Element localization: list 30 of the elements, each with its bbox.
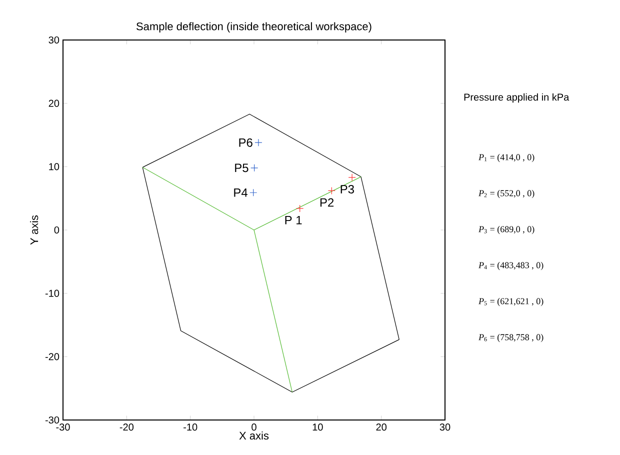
annotation: P6 [239, 138, 252, 147]
annotation: P5 [235, 164, 248, 172]
annotation: P2 [320, 198, 334, 207]
text: P$_{5}$ = (621,621 , 0) [478, 298, 544, 306]
chart-title: Sample deflection (inside theoretical workspace) [136, 22, 372, 32]
y-tick-label: 20 [48, 100, 60, 107]
x-tick-label: 20 [376, 424, 387, 431]
y-tick-label: -30 [45, 416, 60, 424]
annotation: P 1 [285, 216, 302, 224]
text: Pressure applied in kPa [464, 93, 570, 103]
x-tick-label: 30 [440, 424, 450, 431]
y-axis-title: Y axis [30, 215, 38, 245]
x-tick-label: -30 [56, 424, 70, 431]
x-tick-label: -10 [184, 424, 198, 431]
x-tick-label: 0 [252, 424, 256, 431]
y-tick-label: 10 [49, 163, 60, 170]
text: P$_{3}$ = (689,0 , 0) [478, 226, 534, 234]
text: P$_{1}$ = (414,0 , 0) [478, 154, 534, 162]
text: P$_{4}$ = (483,483 , 0) [478, 262, 544, 270]
x-tick-label: 10 [312, 424, 323, 431]
text: P$_{6}$ = (758,758 , 0) [478, 334, 544, 342]
y-tick-label: -10 [45, 290, 60, 297]
y-tick-label: 30 [48, 36, 60, 44]
annotation: P3 [340, 184, 354, 194]
x-tick-label: -20 [120, 424, 134, 431]
y-tick-label: 0 [54, 226, 60, 234]
text: P$_{2}$ = (552,0 , 0) [478, 190, 534, 198]
annotation: P4 [234, 188, 248, 197]
y-tick-label: -20 [45, 353, 60, 360]
x-axis-title: X axis [239, 431, 269, 440]
